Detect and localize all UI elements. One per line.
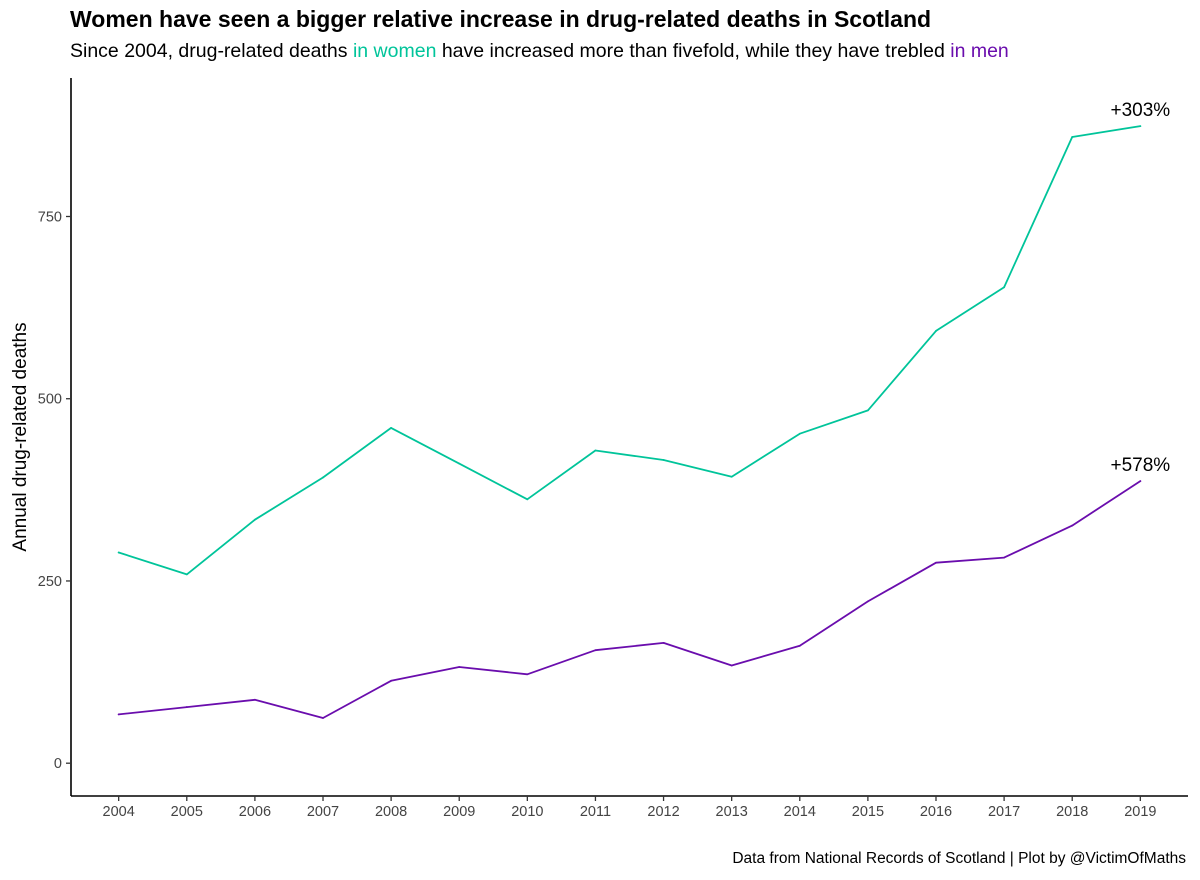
data-point-0 [730, 475, 733, 478]
axes: 0 250 500 750 2004 2005 2006 2007 2008 2009 2010 20… [10, 78, 1188, 820]
data-point-0 [185, 573, 188, 576]
end-label-0: +303% [1110, 100, 1170, 121]
y-tick-label: 250 [38, 574, 62, 590]
data-point-1 [458, 666, 461, 668]
series-line-0 [117, 125, 1142, 576]
data-point-0 [662, 459, 665, 461]
y-tick-label: 0 [54, 756, 62, 772]
chart-caption: Data from National Records of Scotland |… [732, 850, 1186, 867]
chart-title: Women have seen a bigger relative increa… [70, 6, 932, 32]
end-label-1: +578% [1110, 455, 1170, 476]
x-tick-label: 2005 [171, 804, 203, 820]
x-tick-label: 2009 [443, 804, 475, 820]
data-point-1 [117, 713, 120, 716]
data-point-0 [1071, 136, 1074, 138]
data-point-0 [117, 551, 120, 554]
x-tick-label: 2011 [580, 804, 611, 820]
x-tick-label: 2016 [920, 804, 952, 820]
x-tick-label: 2008 [375, 804, 407, 820]
data-point-0 [935, 330, 937, 332]
y-axis-title: Annual drug-related deaths [10, 322, 31, 551]
x-tick-label: 2013 [716, 804, 748, 820]
labels-layer: +303% +578% [1110, 100, 1170, 476]
subtitle-part-1: in women [352, 40, 437, 62]
x-tick-label: 2007 [307, 804, 339, 820]
data-point-1 [322, 717, 324, 719]
subtitle-part-0: Since 2004, drug-related deaths [70, 40, 353, 62]
data-point-0 [253, 518, 256, 521]
series-line-1 [117, 480, 1142, 719]
data-point-0 [594, 449, 597, 452]
chart-subtitle: Since 2004, drug-related deaths in women… [70, 40, 1009, 63]
data-point-0 [866, 409, 869, 412]
data-point-0 [1003, 286, 1006, 289]
x-tick-label: 2018 [1056, 804, 1088, 820]
x-tick-label: 2014 [784, 804, 816, 820]
data-point-0 [526, 498, 529, 501]
data-point-0 [322, 476, 324, 479]
y-tick-label: 500 [38, 392, 62, 408]
data-point-1 [730, 664, 733, 667]
data-point-1 [866, 600, 869, 603]
x-tick-label: 2004 [103, 804, 135, 820]
data-point-0 [458, 462, 461, 465]
data-point-0 [390, 426, 393, 429]
data-point-1 [594, 649, 597, 652]
x-tick-label: 2019 [1124, 804, 1156, 820]
data-point-0 [798, 432, 801, 435]
data-point-1 [1139, 480, 1142, 483]
data-point-1 [935, 561, 937, 564]
subtitle-part-3: in men [950, 40, 1009, 62]
x-tick-label: 2010 [511, 804, 543, 820]
data-point-1 [253, 698, 256, 701]
x-tick-label: 2015 [852, 804, 884, 820]
data-point-1 [390, 679, 393, 682]
data-point-1 [185, 706, 188, 708]
x-tick-label: 2012 [647, 804, 679, 820]
data-point-1 [526, 673, 529, 676]
x-tick-label: 2017 [988, 804, 1020, 820]
subtitle-part-2: have increased more than fivefold, while… [436, 40, 951, 62]
data-point-0 [1139, 125, 1142, 128]
data-point-1 [798, 644, 801, 647]
data-point-1 [1003, 556, 1006, 559]
data-point-1 [662, 642, 665, 644]
data-point-1 [1071, 524, 1074, 527]
x-tick-label: 2006 [239, 804, 271, 820]
series-layer [117, 125, 1142, 719]
y-tick-label: 750 [38, 209, 62, 225]
